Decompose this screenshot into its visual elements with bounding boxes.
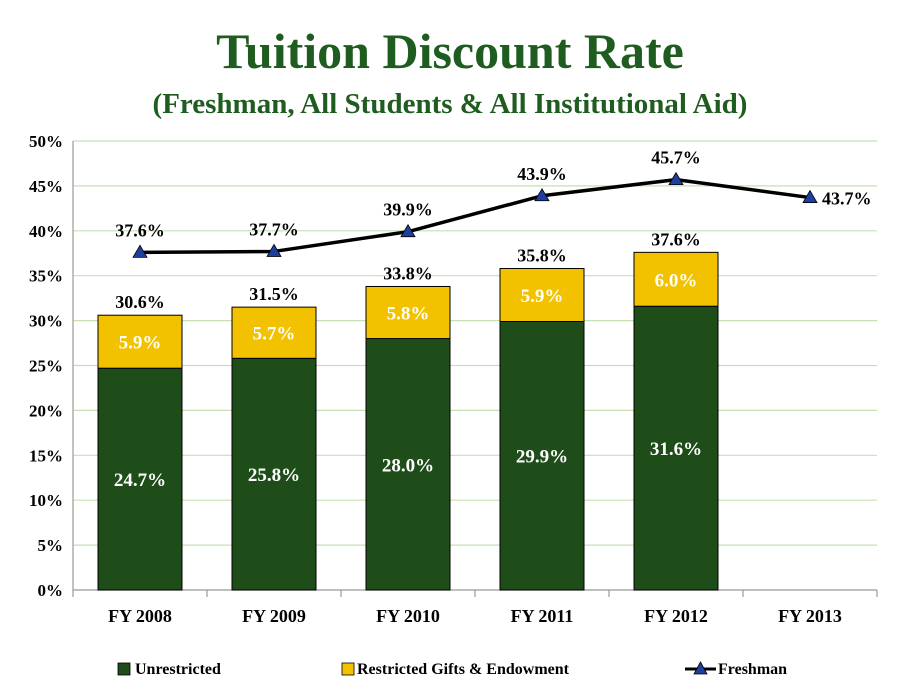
restricted-bar bbox=[231, 306, 317, 359]
axes: 0% 5% 10% 15% 20% 25% 30% 35% 40% 45% 50% FY 2008 FY… bbox=[29, 132, 878, 626]
restricted-bar bbox=[365, 285, 451, 340]
unrestricted-bar bbox=[633, 305, 719, 591]
unrestricted-bar bbox=[231, 357, 317, 591]
x-tick-label: FY 2011 bbox=[511, 606, 574, 626]
gridlines bbox=[73, 140, 877, 546]
unrestricted-bar bbox=[499, 320, 585, 591]
freshman-marker bbox=[668, 171, 684, 186]
x-tick-label: FY 2008 bbox=[108, 606, 172, 626]
legend: Unrestricted Restricted Gifts & Endowment… bbox=[117, 661, 787, 678]
x-tick-label: FY 2013 bbox=[778, 606, 842, 626]
total-value-label: 30.6% bbox=[115, 292, 165, 312]
total-value-label: 37.6% bbox=[651, 229, 701, 249]
freshman-marker bbox=[132, 244, 148, 258]
freshman-marker bbox=[266, 243, 282, 257]
restricted-value-label: 5.7% bbox=[253, 324, 296, 345]
y-tick-label: 25% bbox=[29, 357, 63, 376]
unrestricted-value-label: 28.0% bbox=[382, 455, 434, 476]
x-tick-label: FY 2010 bbox=[376, 606, 440, 626]
unrestricted-bar bbox=[97, 367, 183, 591]
restricted-bar bbox=[633, 251, 719, 307]
y-tick-label: 20% bbox=[29, 401, 63, 420]
freshman-marker bbox=[802, 189, 818, 203]
unrestricted-value-label: 31.6% bbox=[650, 439, 702, 460]
y-tick-label: 0% bbox=[38, 581, 64, 600]
y-tick-label: 30% bbox=[29, 312, 63, 331]
y-tick-label: 45% bbox=[29, 177, 63, 196]
legend-swatch-restricted bbox=[341, 662, 355, 676]
unrestricted-value-label: 25.8% bbox=[248, 465, 300, 486]
unrestricted-value-label: 24.7% bbox=[114, 470, 166, 491]
freshman-value-label: 45.7% bbox=[651, 148, 701, 168]
restricted-bar bbox=[97, 314, 183, 369]
freshman-value-label: 39.9% bbox=[383, 200, 433, 220]
freshman-value-label: 43.9% bbox=[517, 164, 567, 184]
y-tick-label: 40% bbox=[29, 222, 63, 241]
legend-label-unrestricted: Unrestricted bbox=[135, 661, 221, 678]
restricted-value-label: 5.8% bbox=[387, 304, 430, 325]
freshman-line bbox=[139, 177, 811, 255]
legend-label-restricted: Restricted Gifts & Endowment bbox=[357, 661, 570, 678]
freshman-value-label: 43.7% bbox=[822, 189, 872, 209]
y-tick-label: 35% bbox=[29, 267, 63, 286]
freshman-value-label: 37.7% bbox=[249, 219, 299, 239]
chart-title: Tuition Discount Rate bbox=[216, 23, 684, 79]
total-value-label: 31.5% bbox=[249, 284, 299, 304]
y-tick-label: 50% bbox=[29, 132, 63, 151]
x-tick-label: FY 2009 bbox=[242, 606, 306, 626]
freshman-line-series bbox=[132, 171, 818, 258]
restricted-value-label: 5.9% bbox=[521, 286, 564, 307]
bars bbox=[97, 251, 719, 591]
legend-label-freshman: Freshman bbox=[718, 661, 787, 678]
freshman-marker bbox=[400, 223, 416, 238]
total-value-label: 33.8% bbox=[383, 263, 433, 283]
chart-subtitle: (Freshman, All Students & All Institutio… bbox=[152, 88, 748, 120]
total-value-label: 35.8% bbox=[517, 246, 567, 266]
freshman-marker bbox=[534, 187, 550, 202]
data-labels: 24.7% 5.9% 30.6% 25.8% 5.7% 31.5% 28.0% 5.8% 33.… bbox=[114, 148, 872, 491]
freshman-value-label: 37.6% bbox=[115, 220, 165, 240]
unrestricted-value-label: 29.9% bbox=[516, 447, 568, 468]
restricted-bar bbox=[499, 268, 585, 322]
restricted-value-label: 6.0% bbox=[655, 270, 698, 291]
legend-marker-freshman bbox=[693, 661, 708, 675]
y-tick-label: 15% bbox=[29, 446, 63, 465]
y-tick-label: 5% bbox=[38, 536, 64, 555]
restricted-value-label: 5.9% bbox=[119, 333, 162, 354]
x-tick-label: FY 2012 bbox=[644, 606, 708, 626]
legend-swatch-unrestricted bbox=[117, 662, 131, 676]
y-tick-label: 10% bbox=[29, 491, 63, 510]
